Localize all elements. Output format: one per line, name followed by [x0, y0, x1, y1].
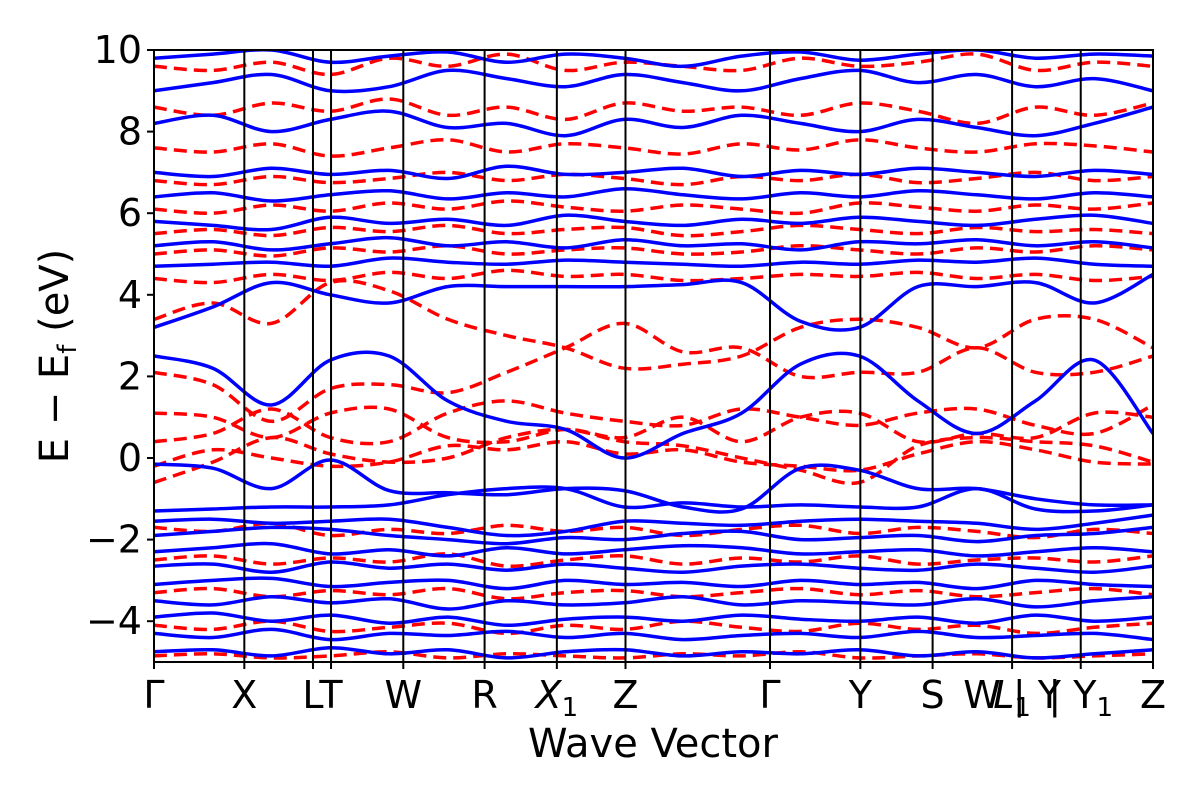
dashed-band-2	[154, 321, 1153, 424]
x-tick-label-main-10: S	[921, 673, 945, 717]
solid-band-15	[154, 213, 1153, 232]
solid-band-18	[154, 105, 1153, 138]
solid-band-2	[154, 272, 1153, 332]
plot-frame	[153, 49, 1154, 663]
x-tick-label-main-4: W	[385, 673, 423, 717]
solid-band-12	[154, 645, 1153, 660]
solid-band-4	[154, 513, 1153, 538]
dashed-band-8	[154, 223, 1153, 238]
solid-band-17	[154, 164, 1153, 181]
x-tick-label-12: L1	[993, 673, 1031, 723]
dashed-band-17	[154, 619, 1153, 636]
x-tick-label-3: T	[318, 673, 343, 717]
solid-band-10	[154, 611, 1153, 628]
y-axis-ticks: 10 8 6 4 2 0 −2 −4	[86, 28, 154, 643]
x-tick-label-main-5: R	[471, 673, 497, 717]
x-axis-title: Wave Vector	[528, 721, 779, 767]
x-tick-label-main-0: Γ	[143, 673, 164, 717]
x-tick-label-main-14: Z	[1140, 673, 1166, 717]
x-tick-label-main-11: W | Y	[963, 673, 1062, 718]
x-tick-label-1: X	[231, 673, 257, 717]
solid-band-13	[154, 256, 1153, 269]
x-tick-label-main-3: T	[318, 673, 343, 717]
x-tick-label-13: | Y1	[1048, 673, 1113, 723]
y-axis-title: E − Ef (eV)	[32, 249, 83, 464]
x-tick-label-main-1: X	[231, 673, 257, 717]
x-tick-label-main-9: Y	[848, 673, 873, 717]
x-tick-label-14: Z	[1140, 673, 1166, 717]
x-tick-label-main-13: | Y	[1048, 673, 1097, 718]
x-tick-label-10: S	[921, 673, 945, 717]
solid-band-5	[154, 525, 1153, 546]
dashed-band-12	[154, 97, 1153, 126]
solid-band-6	[154, 541, 1153, 558]
y-axis-title-sub: f	[53, 344, 83, 354]
y-axis-title-main: E − E	[32, 354, 78, 464]
dashed-band-11	[154, 138, 1153, 158]
x-tick-label-main-6: X	[534, 673, 563, 717]
y-tick-label-1: 8	[118, 110, 142, 154]
dashed-band-7	[154, 244, 1153, 258]
solid-band-8	[154, 576, 1153, 591]
solid-band-9	[154, 594, 1153, 611]
solid-band-20	[154, 50, 1153, 69]
dashed-band-16	[154, 586, 1153, 601]
y-axis-title-unit: (eV)	[32, 249, 78, 345]
x-tick-label-sub-6: 1	[562, 693, 579, 723]
x-tick-label-main-8: Γ	[759, 673, 780, 717]
x-tick-label-8: Γ	[759, 673, 780, 717]
x-tick-label-main-7: Z	[612, 673, 638, 717]
dashed-band-4	[154, 399, 1153, 446]
dashed-band-15	[154, 552, 1153, 568]
y-tick-label-0: 10	[94, 28, 142, 72]
solid-band-16	[154, 186, 1153, 203]
x-tick-label-4: W	[385, 673, 423, 717]
solid-band-7	[154, 560, 1153, 574]
x-tick-label-9: Y	[848, 673, 873, 717]
y-tick-label-5: 0	[118, 436, 142, 480]
dashed-band-6	[154, 268, 1153, 285]
x-tick-label-11: W | Y	[963, 673, 1062, 718]
y-tick-label-7: −4	[86, 599, 142, 643]
x-tick-label-main-2: L	[302, 673, 323, 717]
y-tick-label-3: 4	[118, 273, 142, 317]
x-tick-label-7: Z	[612, 673, 638, 717]
dashed-band-5	[154, 439, 1153, 473]
dashed-band-10	[154, 170, 1153, 187]
x-tick-label-0: Γ	[143, 673, 164, 717]
band-lines	[154, 50, 1153, 660]
dashed-band-18	[154, 650, 1153, 660]
solid-band-14	[154, 235, 1153, 252]
solid-band-1	[154, 350, 1153, 460]
x-tick-label-main-12: L	[993, 673, 1014, 717]
solid-band-19	[154, 68, 1153, 94]
x-tick-label-6: X1	[534, 673, 579, 723]
dashed-band-14	[154, 521, 1153, 540]
x-axis-ticks: Γ X LT W R X1 Z Γ Y S W | YL1 | Y1 Z	[143, 662, 1166, 723]
y-tick-label-4: 2	[118, 354, 142, 398]
y-tick-label-6: −2	[86, 518, 142, 562]
x-tick-label-sub-13: 1	[1097, 693, 1114, 723]
x-tick-label-2: L	[302, 673, 323, 717]
dashed-band-9	[154, 199, 1153, 216]
x-tick-label-5: R	[471, 673, 497, 717]
x-tick-label-sub-12: 1	[1014, 693, 1031, 723]
solid-band-11	[154, 627, 1153, 642]
dashed-band-3	[154, 278, 1153, 371]
solid-band-3	[154, 485, 1153, 514]
y-tick-label-2: 6	[118, 191, 142, 235]
